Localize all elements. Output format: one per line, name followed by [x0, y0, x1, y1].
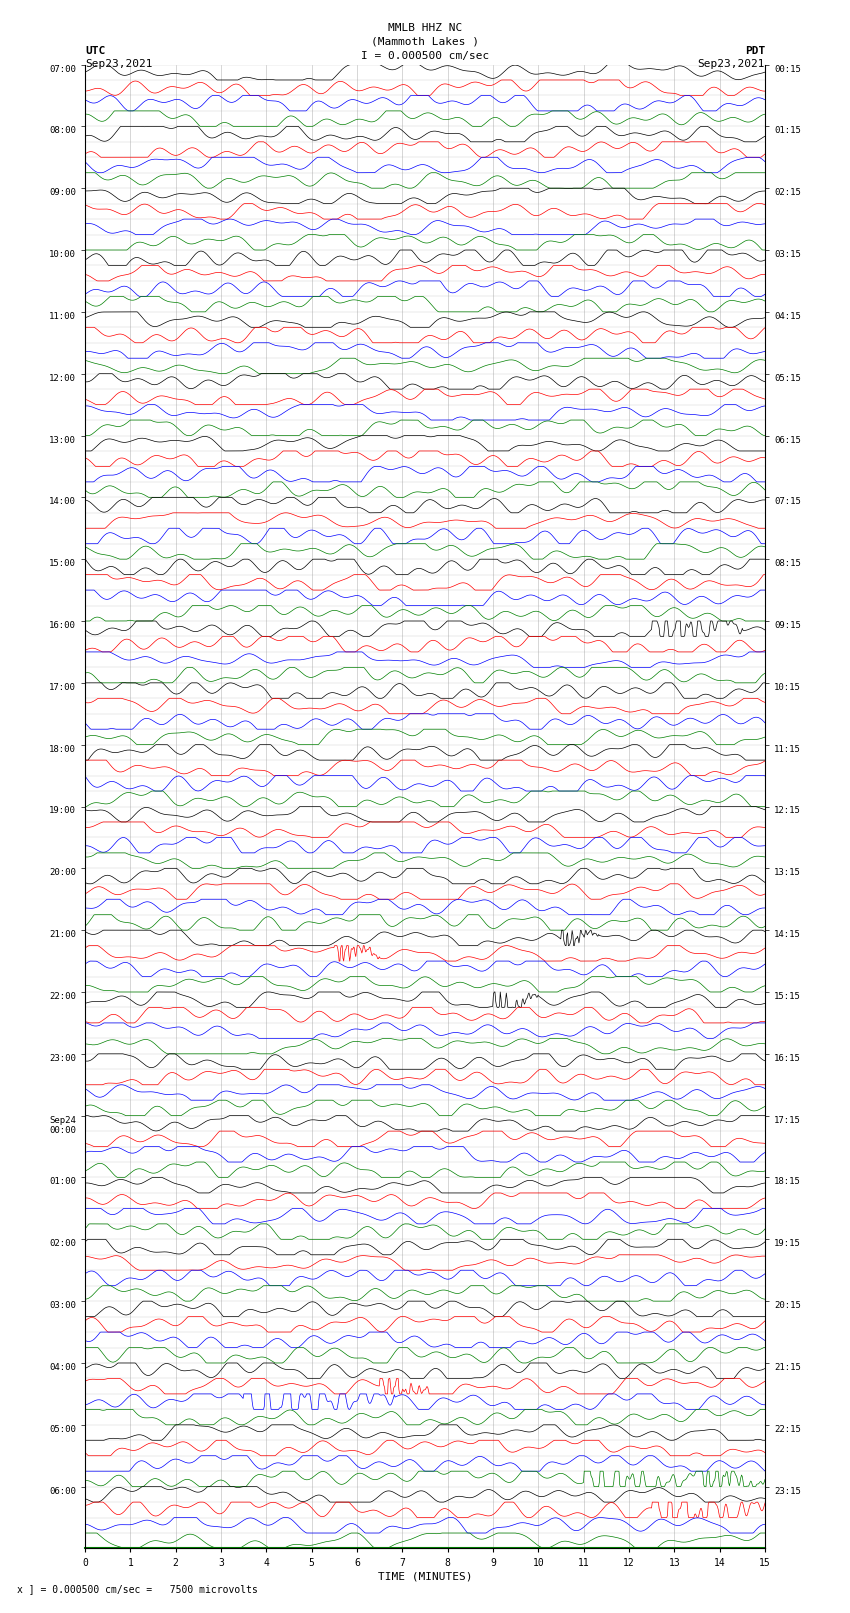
Text: Sep23,2021: Sep23,2021 [85, 60, 152, 69]
Text: Sep23,2021: Sep23,2021 [698, 60, 765, 69]
Text: UTC: UTC [85, 47, 105, 56]
Text: x ] = 0.000500 cm/sec =   7500 microvolts: x ] = 0.000500 cm/sec = 7500 microvolts [17, 1584, 258, 1594]
Title: MMLB HHZ NC
(Mammoth Lakes )
I = 0.000500 cm/sec: MMLB HHZ NC (Mammoth Lakes ) I = 0.00050… [361, 23, 489, 61]
X-axis label: TIME (MINUTES): TIME (MINUTES) [377, 1571, 473, 1582]
Text: PDT: PDT [745, 47, 765, 56]
